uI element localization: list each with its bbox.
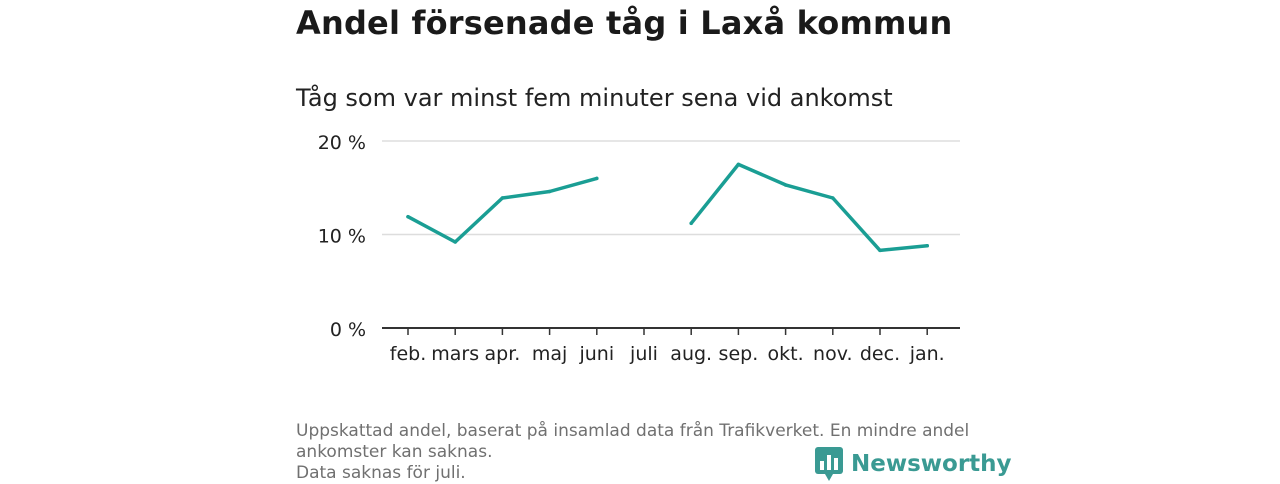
series-line [406, 176, 599, 244]
x-tick-label: nov. [813, 343, 852, 365]
data-point [831, 196, 835, 200]
chart-title: Andel försenade tåg i Laxå kommun [296, 4, 953, 42]
data-point [547, 189, 552, 194]
brand-name: Newsworthy [851, 451, 1012, 477]
bar-chart-speech-bubble-icon [815, 447, 843, 481]
x-tick-label: sep. [719, 343, 759, 365]
data-point [783, 183, 788, 187]
x-tick-label: okt. [768, 343, 804, 365]
data-point [500, 196, 505, 200]
y-tick-label: 0 % [330, 319, 366, 341]
data-point [689, 221, 693, 226]
footer-note: Uppskattad andel, baserat på insamlad da… [296, 421, 996, 484]
y-tick-label: 10 % [318, 226, 366, 248]
footer-note-line-2: ankomster kan saknas. [296, 442, 493, 462]
x-tick-label: maj [532, 343, 567, 365]
x-tick-label: apr. [484, 343, 520, 365]
x-tick-label: jan. [909, 343, 945, 365]
newsworthy-logo: Newsworthy [815, 447, 1012, 481]
footer-note-line-3: Data saknas för juli. [296, 463, 466, 483]
y-tick-label: 20 % [318, 132, 366, 154]
data-point [736, 162, 741, 167]
data-point [595, 176, 599, 181]
data-point [878, 248, 882, 253]
footer-note-line-1: Uppskattad andel, baserat på insamlad da… [296, 421, 970, 441]
data-point [925, 243, 929, 248]
data-point [453, 240, 457, 244]
data-point [406, 214, 410, 219]
x-tick-label: juni [578, 343, 614, 365]
x-tick-label: aug. [670, 343, 712, 365]
x-tick-label: juli [629, 343, 658, 365]
series-line [689, 162, 929, 253]
x-tick-label: dec. [860, 343, 900, 365]
chart-subtitle: Tåg som var minst fem minuter sena vid a… [296, 84, 893, 112]
x-tick-label: feb. [390, 343, 426, 365]
x-tick-label: mars [431, 343, 479, 365]
